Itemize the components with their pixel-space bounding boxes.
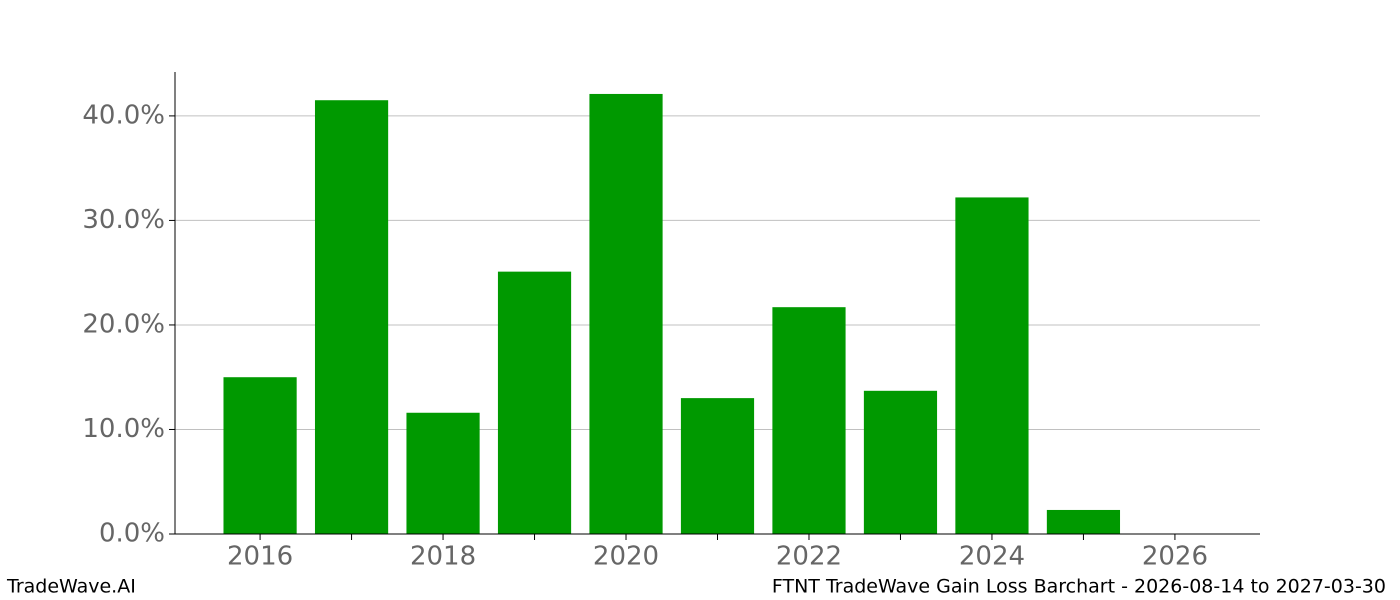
y-tick-label: 20.0% (82, 309, 165, 339)
x-tick-label: 2018 (410, 542, 476, 572)
x-tick-label: 2016 (227, 542, 293, 572)
bar (406, 412, 480, 534)
y-tick-label: 10.0% (82, 414, 165, 444)
footer-right: FTNT TradeWave Gain Loss Barchart - 2026… (772, 576, 1386, 598)
bar (863, 390, 938, 534)
bar (955, 197, 1029, 534)
bar (314, 100, 389, 535)
bar (223, 377, 297, 534)
y-tick-label: 0.0% (99, 519, 165, 549)
y-tick-label: 40.0% (82, 100, 165, 130)
x-tick-label: 2026 (1142, 542, 1208, 572)
bar (772, 307, 846, 534)
bar (589, 93, 663, 534)
bar (497, 271, 572, 534)
footer-left: TradeWave.AI (6, 576, 136, 598)
x-tick-label: 2020 (593, 542, 659, 572)
bar (1046, 509, 1121, 534)
bar (680, 398, 755, 534)
y-tick-label: 30.0% (82, 205, 165, 235)
x-tick-label: 2022 (776, 542, 842, 572)
x-tick-label: 2024 (959, 542, 1025, 572)
